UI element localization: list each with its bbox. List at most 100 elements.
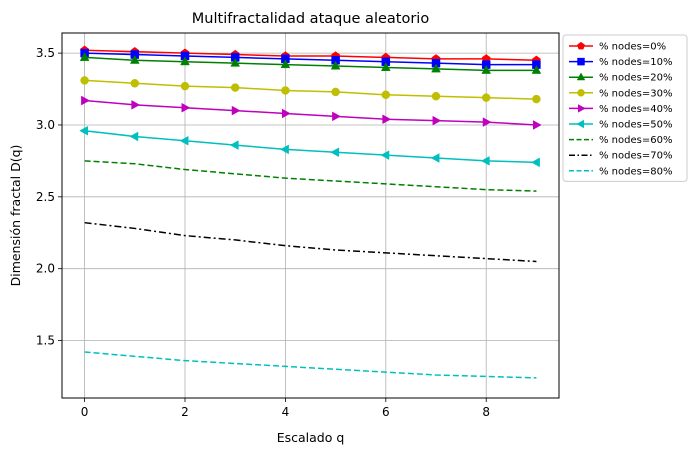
series-line: [84, 99, 537, 126]
legend-entry: % nodes=40%: [569, 104, 672, 115]
y-tick-label: 3.5: [36, 46, 55, 60]
legend-entry: % nodes=10%: [569, 57, 672, 68]
series-line: [84, 56, 537, 72]
data-point-circle: [80, 76, 89, 85]
legend-label: % nodes=10%: [599, 57, 672, 68]
series-line: [84, 52, 537, 66]
data-point-triangle-right: [382, 114, 392, 125]
axis-ticks: 0 2 4 6 8 1.5 2.0 2.5 3.0 3.5: [36, 46, 490, 419]
data-point-square: [532, 60, 541, 69]
data-point-square: [331, 56, 340, 65]
data-point-triangle-up: [230, 57, 241, 67]
series-lines: [79, 45, 542, 379]
legend-entry: % nodes=20%: [569, 72, 672, 84]
data-point-circle: [431, 91, 441, 101]
data-point-circle: [281, 86, 290, 95]
legend-label: % nodes=60%: [599, 135, 672, 146]
x-tick-label: 8: [482, 405, 490, 419]
series-3: [79, 52, 542, 74]
data-point-triangle-right: [482, 117, 492, 127]
legend-label: % nodes=50%: [599, 120, 672, 131]
data-point-triangle-right: [432, 115, 442, 126]
series-2: [80, 48, 541, 69]
series-line: [84, 160, 537, 192]
legend-entry: % nodes=30%: [569, 88, 672, 99]
data-point-triangle-left: [430, 153, 440, 163]
data-point-triangle-up: [481, 65, 492, 74]
data-point-circle: [381, 90, 391, 100]
series-line: [84, 49, 537, 62]
data-point-triangle-left: [179, 135, 189, 146]
x-tick-label: 6: [382, 405, 390, 419]
data-point-triangle-up: [576, 72, 586, 81]
data-point-square: [481, 60, 491, 69]
legend-label: % nodes=80%: [599, 166, 672, 177]
plot-frame: [61, 32, 560, 399]
data-point-square: [577, 57, 585, 66]
data-point-triangle-right: [332, 111, 341, 122]
data-point-triangle-right: [577, 104, 586, 113]
data-point-triangle-left: [330, 147, 340, 158]
legend-label: % nodes=0%: [599, 42, 666, 53]
legend-label: % nodes=70%: [599, 151, 672, 162]
data-point-triangle-right: [131, 100, 141, 110]
legend-label: % nodes=30%: [599, 88, 672, 99]
x-tick-label: 0: [81, 405, 89, 419]
data-point-triangle-up: [330, 60, 341, 70]
data-point-triangle-up: [79, 52, 90, 61]
series-line: [84, 129, 537, 164]
data-point-triangle-right: [281, 108, 291, 119]
legend: % nodes=0% % nodes=10% % nodes=20% % nodes=…: [562, 34, 688, 182]
data-point-square: [381, 57, 391, 66]
data-point-triangle-left: [576, 119, 585, 129]
data-point-square: [230, 53, 240, 62]
data-point-triangle-right: [532, 120, 542, 130]
data-point-square: [281, 54, 290, 64]
data-point-triangle-right: [231, 105, 241, 116]
data-point-circle: [577, 89, 585, 97]
series-6: [79, 125, 540, 168]
y-tick-label: 1.5: [36, 334, 55, 348]
data-point-triangle-right: [181, 102, 191, 113]
data-point-triangle-left: [380, 150, 390, 160]
series-7: [84, 160, 537, 192]
data-point-triangle-up: [129, 54, 140, 64]
data-point-circle: [532, 94, 541, 104]
data-point-triangle-left: [79, 125, 89, 136]
y-tick-label: 2.0: [36, 262, 55, 276]
legend-label: % nodes=20%: [599, 73, 672, 84]
series-9: [84, 351, 537, 379]
data-point-triangle-up: [180, 56, 190, 66]
data-point-triangle-left: [129, 131, 139, 142]
data-point-triangle-left: [280, 144, 289, 155]
series-4: [80, 76, 541, 104]
data-point-triangle-left: [531, 157, 540, 168]
y-tick-label: 2.5: [36, 190, 55, 204]
data-point-triangle-up: [531, 65, 542, 74]
data-point-triangle-up: [380, 62, 391, 71]
data-point-triangle-up: [280, 59, 291, 69]
legend-entry: % nodes=50%: [569, 120, 672, 131]
data-point-circle: [331, 87, 340, 97]
data-point-triangle-up: [431, 63, 441, 73]
data-point-pentagon: [577, 41, 585, 50]
legend-entry: % nodes=60%: [569, 135, 672, 146]
data-point-circle: [180, 81, 190, 91]
x-axis-label: Escalado q: [277, 430, 345, 445]
legend-entry: % nodes=0%: [569, 42, 666, 53]
data-point-circle: [481, 93, 491, 102]
x-tick-label: 2: [181, 405, 189, 419]
series-line: [84, 351, 537, 379]
series-5: [81, 95, 542, 130]
y-axis-label: Dimensión fractal D(q): [8, 145, 23, 287]
data-point-circle: [130, 79, 140, 88]
chart-title: Multifractalidad ataque aleatorio: [192, 11, 430, 27]
data-point-square: [431, 58, 441, 68]
data-point-square: [180, 51, 190, 61]
series-line: [84, 79, 537, 100]
data-point-triangle-right: [81, 95, 90, 106]
data-point-triangle-left: [229, 140, 239, 150]
legend-label: % nodes=40%: [599, 104, 672, 115]
x-tick-label: 4: [282, 405, 290, 419]
